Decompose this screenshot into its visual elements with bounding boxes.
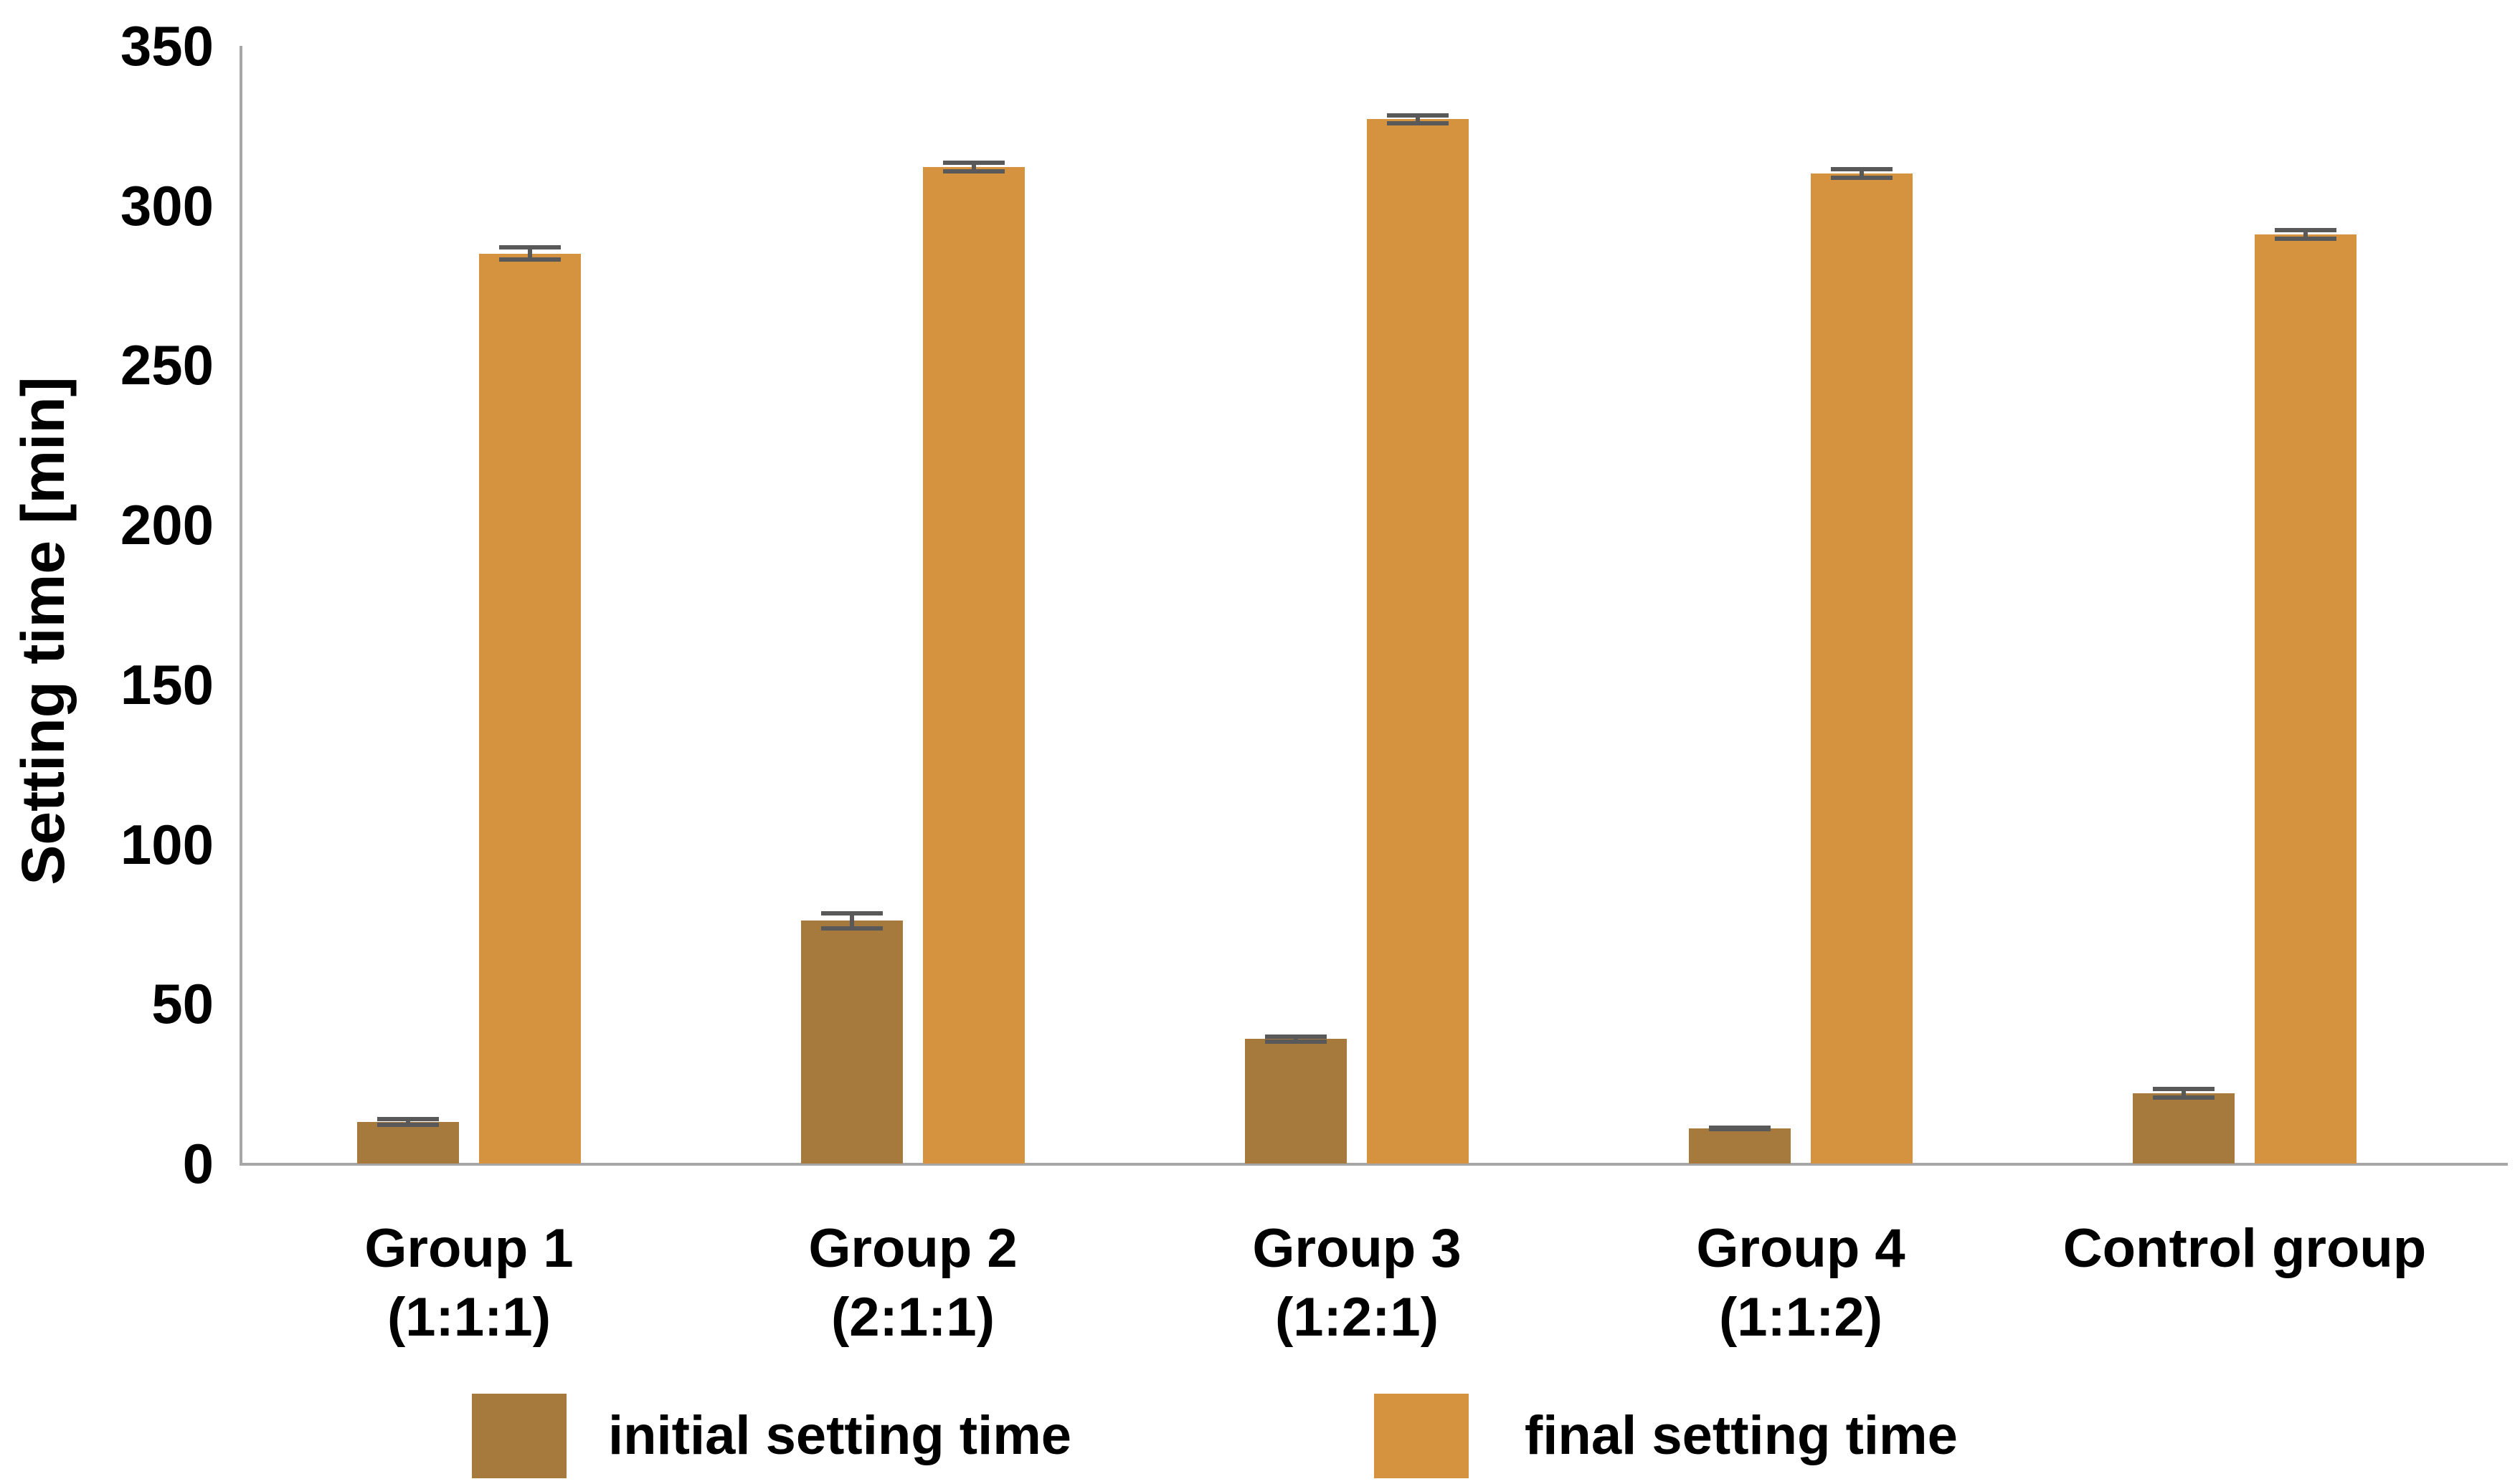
x-category-label-1: Group 1 (1:1:1) (247, 1214, 691, 1352)
error-bar-part (850, 911, 854, 931)
error-bar-final-group-3 (1387, 113, 1449, 126)
bar-initial-group-4 (1689, 1128, 1791, 1164)
legend-swatch-initial-setting-time (472, 1394, 567, 1478)
error-bar-final-group-5 (2275, 227, 2336, 241)
y-tick-label-0: 0 (182, 1132, 214, 1195)
error-bar-initial-group-2 (821, 911, 883, 931)
x-category-label-line2: (2:1:1) (830, 1287, 995, 1348)
y-tick-label-200: 200 (120, 493, 214, 557)
error-bar-final-group-1 (499, 245, 561, 262)
x-category-label-line2: (1:2:1) (1274, 1287, 1439, 1348)
error-bar-final-group-2 (943, 161, 1005, 174)
error-bar-part (2303, 227, 2308, 241)
y-axis-title: Setting time [min] (9, 376, 77, 885)
legend-label-initial-setting-time: initial setting time (608, 1405, 1072, 1466)
error-bar-part (1294, 1034, 1298, 1044)
error-bar-final-group-4 (1831, 167, 1893, 181)
bar-initial-group-3 (1245, 1039, 1347, 1164)
error-bar-part (1416, 113, 1420, 126)
x-category-label-5: Control group (2062, 1218, 2427, 1279)
x-category-label-line2: (1:1:1) (387, 1287, 551, 1348)
y-tick-label-350: 350 (120, 14, 214, 77)
bar-final-group-2 (923, 167, 1025, 1164)
y-tick-label-300: 300 (120, 173, 214, 237)
error-bar-initial-group-1 (377, 1117, 439, 1127)
x-category-label-2: Group 2 (2:1:1) (691, 1214, 1135, 1352)
y-tick-label-50: 50 (151, 972, 214, 1036)
y-tick-label-150: 150 (120, 652, 214, 716)
bar-final-group-4 (1811, 173, 1913, 1164)
bar-initial-group-5 (2133, 1093, 2235, 1164)
y-tick-label-100: 100 (120, 812, 214, 876)
bar-final-group-5 (2255, 234, 2357, 1164)
error-bar-part (2182, 1087, 2186, 1100)
y-axis-line (240, 46, 242, 1166)
y-tick-label-250: 250 (120, 333, 214, 397)
error-bar-part (406, 1117, 410, 1127)
legend-swatch-final-setting-time (1374, 1394, 1469, 1478)
error-bar-initial-group-3 (1265, 1034, 1327, 1044)
bar-final-group-1 (479, 253, 581, 1164)
error-bar-initial-group-5 (2153, 1087, 2215, 1100)
x-category-label-line2: (1:1:2) (1718, 1287, 1883, 1348)
error-bar-part (972, 161, 976, 174)
error-bar-initial-group-4 (1709, 1125, 1771, 1132)
error-bar-part (1860, 167, 1864, 181)
error-bar-part (1738, 1125, 1742, 1132)
bar-initial-group-2 (801, 921, 903, 1164)
bar-initial-group-1 (357, 1122, 459, 1164)
x-category-label-4: Group 4 (1:1:2) (1579, 1214, 2022, 1352)
bar-final-group-3 (1367, 119, 1469, 1164)
legend-label-final-setting-time: final setting time (1525, 1405, 1958, 1466)
x-category-label-3: Group 3 (1:2:1) (1135, 1214, 1578, 1352)
x-axis-line (240, 1163, 2508, 1166)
error-bar-part (528, 245, 532, 262)
